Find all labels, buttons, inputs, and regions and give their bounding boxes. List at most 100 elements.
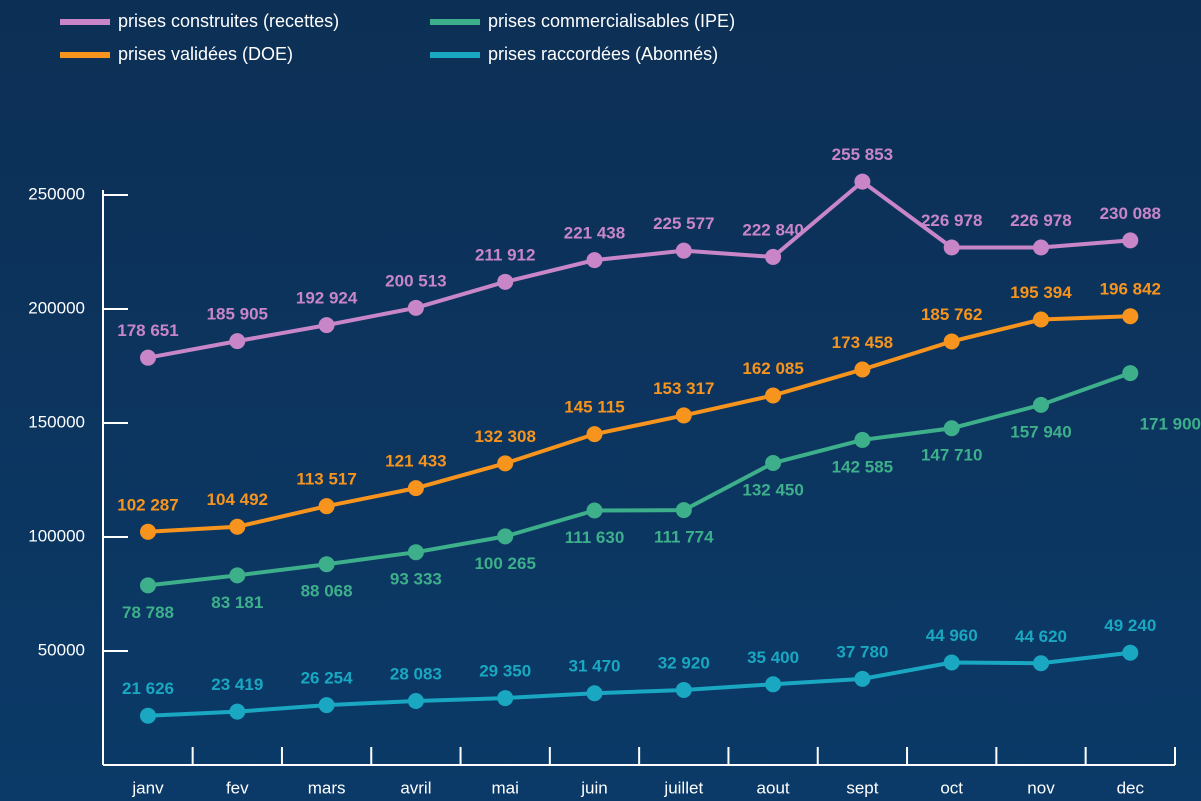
data-point <box>229 518 246 535</box>
data-label: 21 626 <box>122 679 174 698</box>
data-point <box>140 349 156 366</box>
data-label: 83 181 <box>211 593 263 612</box>
data-point <box>854 670 871 687</box>
data-label: 145 115 <box>564 398 625 417</box>
data-label: 225 577 <box>653 214 714 233</box>
data-point <box>765 387 782 404</box>
legend-label: prises raccordées (Abonnés) <box>488 44 718 64</box>
data-label: 178 651 <box>117 321 178 340</box>
data-label: 35 400 <box>747 648 799 667</box>
data-point <box>318 317 335 334</box>
data-label: 196 842 <box>1100 280 1161 299</box>
data-point <box>140 707 156 724</box>
y-tick-label: 150000 <box>28 412 85 431</box>
data-point <box>943 420 960 437</box>
x-tick-label: aout <box>757 778 790 797</box>
data-point <box>1122 308 1139 325</box>
data-point <box>497 273 514 290</box>
data-point <box>943 333 960 350</box>
data-label: 44 620 <box>1015 627 1067 646</box>
data-point <box>140 577 156 594</box>
data-point <box>1033 655 1049 672</box>
data-point <box>497 455 514 472</box>
x-tick-label: nov <box>1027 778 1055 797</box>
data-label: 31 470 <box>569 657 621 676</box>
data-point <box>1033 396 1049 413</box>
x-tick-label: juin <box>580 778 607 797</box>
data-point <box>675 407 692 424</box>
data-point <box>140 523 156 540</box>
data-label: 23 419 <box>211 675 263 694</box>
data-label: 226 978 <box>1010 211 1071 230</box>
data-point <box>407 299 424 316</box>
x-tick-label: mars <box>308 778 346 797</box>
data-label: 226 978 <box>921 211 982 230</box>
data-label: 192 924 <box>296 289 358 308</box>
legend-label: prises commercialisables (IPE) <box>488 11 735 31</box>
data-point <box>407 480 424 497</box>
data-label: 153 317 <box>653 379 714 398</box>
series-line <box>147 314 1131 534</box>
data-point <box>765 676 782 693</box>
x-tick-label: janv <box>131 778 164 797</box>
data-label: 32 920 <box>658 653 710 672</box>
data-point <box>318 697 335 714</box>
data-point <box>943 239 960 256</box>
legend-label: prises validées (DOE) <box>118 44 293 64</box>
data-label: 185 762 <box>921 305 982 324</box>
data-point <box>1033 311 1049 328</box>
data-label: 211 912 <box>475 245 536 264</box>
data-label: 121 433 <box>385 452 446 471</box>
data-point <box>765 455 782 472</box>
x-tick-label: mai <box>491 778 518 797</box>
data-point <box>1033 239 1049 256</box>
data-label: 49 240 <box>1104 616 1156 635</box>
data-label: 171 900 <box>1140 415 1201 434</box>
x-tick-label: oct <box>940 778 963 797</box>
x-tick-label: fev <box>226 778 249 797</box>
data-label: 132 308 <box>474 427 535 446</box>
data-label: 230 088 <box>1100 204 1161 223</box>
data-point <box>229 567 246 584</box>
series-line <box>147 179 1131 360</box>
data-point <box>1122 644 1139 661</box>
y-tick-label: 200000 <box>28 298 85 317</box>
data-label: 102 287 <box>117 495 178 514</box>
data-point <box>229 333 246 350</box>
data-label: 44 960 <box>926 626 978 645</box>
x-tick-label: dec <box>1117 778 1145 797</box>
data-point <box>318 498 335 515</box>
data-label: 255 853 <box>832 145 893 164</box>
data-label: 104 492 <box>207 490 268 509</box>
data-label: 88 068 <box>301 582 353 601</box>
data-point <box>1122 232 1139 249</box>
data-label: 195 394 <box>1010 283 1072 302</box>
data-label: 100 265 <box>474 554 535 573</box>
data-point <box>675 681 692 698</box>
x-tick-label: juillet <box>663 778 703 797</box>
data-point <box>318 556 335 573</box>
data-point <box>586 252 603 269</box>
data-label: 37 780 <box>836 642 888 661</box>
data-point <box>675 502 692 519</box>
data-label: 29 350 <box>479 662 531 681</box>
data-label: 142 585 <box>832 457 893 476</box>
data-label: 26 254 <box>301 669 354 688</box>
data-point <box>675 242 692 259</box>
x-tick-label: sept <box>846 778 878 797</box>
data-label: 113 517 <box>296 470 357 489</box>
data-point <box>854 361 871 378</box>
legend-label: prises construites (recettes) <box>118 11 339 31</box>
data-point <box>943 654 960 671</box>
series-line <box>147 650 1131 718</box>
data-label: 78 788 <box>122 603 174 622</box>
data-label: 162 085 <box>742 359 803 378</box>
data-label: 221 438 <box>564 224 625 243</box>
data-label: 111 774 <box>654 528 714 547</box>
data-label: 93 333 <box>390 570 442 589</box>
data-label: 132 450 <box>742 480 803 499</box>
data-label: 185 905 <box>207 305 268 324</box>
data-label: 28 083 <box>390 664 442 683</box>
